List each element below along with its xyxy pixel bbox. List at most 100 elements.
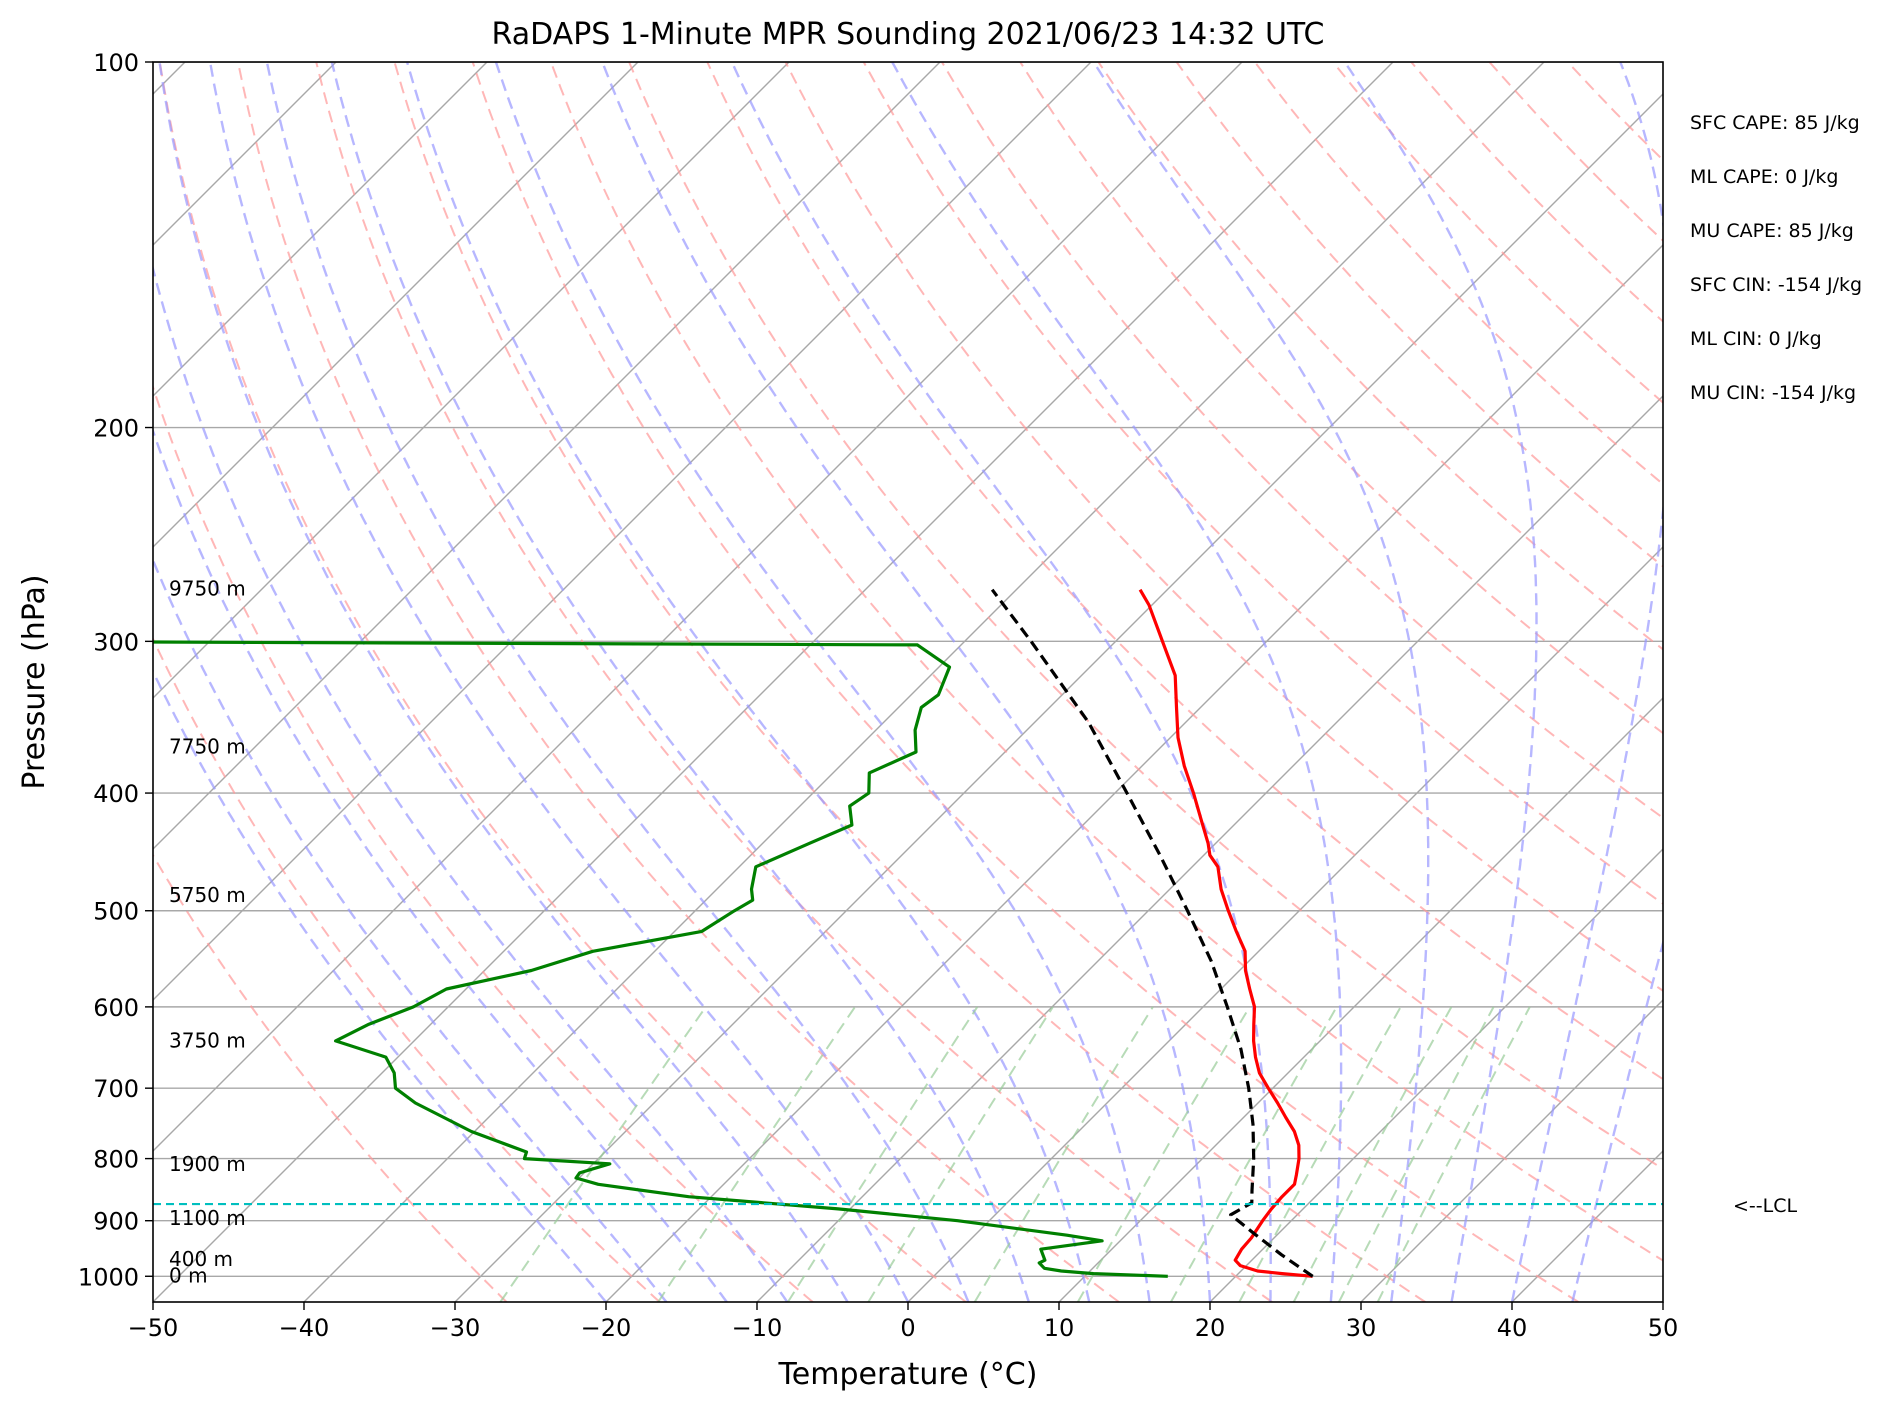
- y-axis: 100 200 300 400 500 600 700 800 900 1000: [78, 49, 153, 1291]
- lcl-layer: <--LCL: [153, 1195, 1797, 1217]
- dry-adiabat-line: [471, 62, 1579, 1302]
- dry-adiabat-line: [237, 62, 1120, 1302]
- y-tick-label: 900: [93, 1208, 139, 1236]
- x-tick-label: 0: [900, 1314, 915, 1342]
- temperature-line: [1138, 588, 1313, 1278]
- background-lines: [153, 62, 1663, 1302]
- isotherm-line: [153, 62, 639, 548]
- isotherm-line: [153, 62, 790, 699]
- y-tick-label: 100: [93, 49, 139, 77]
- x-tick-label: −50: [128, 1314, 179, 1342]
- stat-label: SFC CAPE: 85 J/kg: [1690, 112, 1860, 134]
- mixing-ratio-line: [657, 1006, 856, 1302]
- y-tick-label: 600: [93, 994, 139, 1022]
- x-tick-label: 10: [1044, 1314, 1075, 1342]
- x-tick-label: 30: [1346, 1314, 1377, 1342]
- mixing-ratio-line: [787, 1006, 979, 1302]
- stat-label: MU CAPE: 85 J/kg: [1690, 220, 1854, 242]
- stat-label: ML CIN: 0 J/kg: [1690, 328, 1822, 350]
- y-tick-label: 200: [93, 415, 139, 443]
- y-tick-label: 500: [93, 898, 139, 926]
- moist-adiabat-line: [1343, 62, 1538, 1302]
- height-label: 3750 m: [169, 1029, 246, 1053]
- dry-adiabat-line: [158, 62, 967, 1302]
- y-tick-label: 800: [93, 1146, 139, 1174]
- y-tick-label: 1000: [78, 1263, 139, 1291]
- moist-adiabat-line: [1510, 62, 1663, 1302]
- moist-adiabat-line: [494, 62, 1151, 1302]
- moist-adiabat-line: [405, 62, 1091, 1302]
- mixing-ratio-line: [1076, 1006, 1251, 1302]
- moist-adiabat-line: [158, 62, 849, 1302]
- stats-panel: SFC CAPE: 85 J/kg ML CAPE: 0 J/kg MU CAPE:…: [1690, 112, 1862, 404]
- moist-adiabat-line: [153, 264, 789, 1302]
- isotherm-line: [454, 93, 1663, 1302]
- isotherm-line: [153, 62, 1092, 1001]
- stat-label: SFC CIN: -154 J/kg: [1690, 274, 1862, 296]
- isotherm-line: [153, 62, 1243, 1152]
- stat-label: MU CIN: -154 J/kg: [1690, 382, 1856, 404]
- height-label: 7750 m: [169, 735, 246, 759]
- y-tick-label: 300: [93, 628, 139, 656]
- x-tick-label: −40: [279, 1314, 330, 1342]
- isotherm-line: [153, 62, 1394, 1302]
- dry-adiabat-line: [1019, 62, 1663, 735]
- isotherm-line: [1058, 697, 1663, 1302]
- y-tick-label: 700: [93, 1075, 139, 1103]
- y-axis-title: Pressure (hPa): [17, 574, 52, 789]
- height-labels: 9750 m 7750 m 5750 m 3750 m 1900 m 1100 m 400 …: [169, 577, 246, 1288]
- dry-adiabat-line: [393, 62, 1426, 1302]
- dry-adiabat-line: [153, 853, 508, 1302]
- moist-adiabat-line: [1571, 938, 1663, 1302]
- x-tick-label: 40: [1497, 1314, 1528, 1342]
- mixing-ratio-line: [1238, 1006, 1402, 1302]
- moist-adiabat-line: [330, 62, 1030, 1302]
- height-label: 0 m: [169, 1263, 208, 1287]
- height-label: 9750 m: [169, 577, 246, 601]
- dry-adiabat-line: [153, 384, 814, 1302]
- mixing-ratio-line: [1376, 1006, 1531, 1302]
- mixing-ratio-line: [499, 1006, 707, 1302]
- y-tick-label: 400: [93, 780, 139, 808]
- height-label: 5750 m: [169, 883, 246, 907]
- dry-adiabat-line: [549, 62, 1663, 1262]
- x-tick-label: −30: [430, 1314, 481, 1342]
- isotherm-line: [1209, 848, 1663, 1302]
- dry-adiabat-line: [1097, 62, 1663, 651]
- moist-adiabat-line: [208, 62, 910, 1302]
- x-axis-title: Temperature (°C): [778, 1357, 1038, 1392]
- isotherm-line: [1360, 999, 1663, 1302]
- isotherm-line: [303, 62, 1545, 1302]
- series-layer: [153, 588, 1314, 1278]
- mixing-ratio-line: [1338, 1006, 1495, 1302]
- mixing-ratio-line: [1292, 1006, 1453, 1302]
- parcel-profile-line: [990, 588, 1314, 1278]
- moist-adiabat-line: [1092, 62, 1430, 1302]
- height-label: 400 m: [169, 1247, 233, 1271]
- moist-adiabat-line: [153, 557, 668, 1302]
- height-label: 1900 m: [169, 1152, 246, 1176]
- dewpoint-line: [153, 640, 1168, 1278]
- stat-label: ML CAPE: 0 J/kg: [1690, 166, 1838, 188]
- mixing-ratio-line: [973, 1006, 1154, 1302]
- isotherm-line: [153, 62, 488, 397]
- x-tick-label: 20: [1195, 1314, 1226, 1342]
- moist-adiabat-line: [601, 62, 1212, 1302]
- dry-adiabat-line: [153, 636, 661, 1302]
- x-axis: −50 −40 −30 −20 −10 0 10 20 30 40 50: [128, 1302, 1679, 1342]
- lcl-label: <--LCL: [1733, 1195, 1797, 1217]
- mixing-ratio-line: [1170, 1006, 1338, 1302]
- x-tick-label: −20: [581, 1314, 632, 1342]
- isotherm-line: [153, 62, 941, 850]
- dry-adiabat-line: [628, 62, 1663, 1171]
- dry-adiabat-line: [941, 62, 1663, 820]
- moist-adiabat-line: [891, 62, 1343, 1302]
- moist-adiabat-line: [730, 62, 1272, 1302]
- x-tick-label: 50: [1648, 1314, 1679, 1342]
- isotherm-line: [907, 546, 1663, 1302]
- dry-adiabat-line: [315, 62, 1273, 1302]
- isotherm-line: [605, 244, 1663, 1302]
- mixing-ratio-line: [867, 1006, 1054, 1302]
